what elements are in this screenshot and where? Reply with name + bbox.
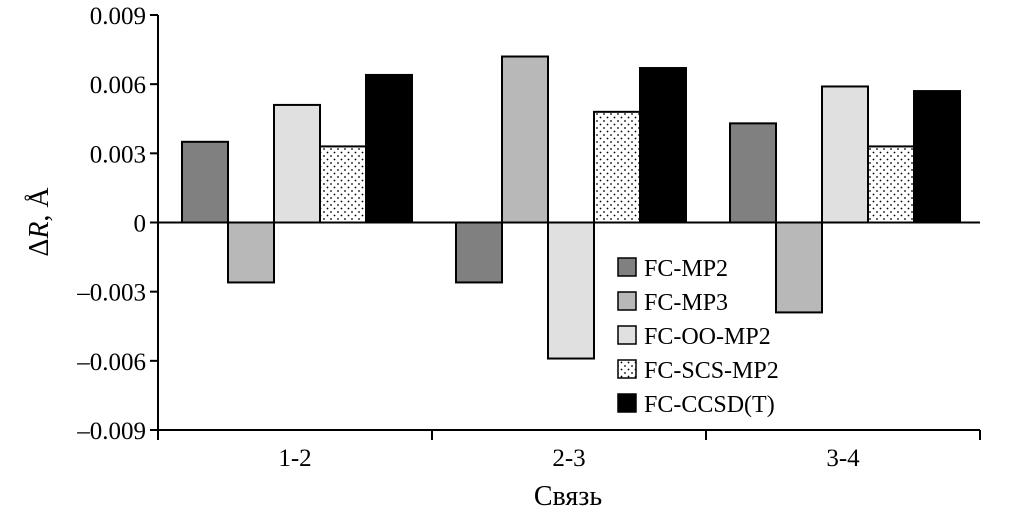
y-tick-label: 0 bbox=[134, 211, 147, 238]
bar-fc-mp3-2-3 bbox=[501, 55, 549, 224]
bar-fc-oo-mp2-1-2 bbox=[273, 103, 321, 224]
bar-fc-scs-mp2-3-4 bbox=[867, 145, 915, 224]
legend-swatch bbox=[617, 359, 637, 379]
x-axis-title: Связь bbox=[534, 481, 602, 512]
bar-fc-mp3-3-4 bbox=[775, 221, 823, 314]
x-tick-label-2-3: 2-3 bbox=[552, 445, 585, 472]
y-axis-title-variable: R bbox=[24, 222, 55, 240]
bar-fc-mp2-1-2 bbox=[181, 140, 229, 224]
legend-swatch bbox=[617, 257, 637, 277]
legend-label: FC-CCSD(T) bbox=[644, 392, 775, 418]
bar-fc-mp2-2-3 bbox=[455, 221, 503, 284]
y-tick-label: 0.009 bbox=[90, 3, 146, 30]
bar-fc-mp2-3-4 bbox=[729, 122, 777, 224]
legend-label: FC-SCS-MP2 bbox=[644, 358, 779, 384]
bar-fc-ccsd-t-1-2 bbox=[365, 73, 413, 224]
legend-label: FC-OO-MP2 bbox=[644, 324, 771, 350]
y-tick-label: –0.006 bbox=[76, 349, 146, 376]
bar-fc-ccsd-t-2-3 bbox=[639, 67, 687, 224]
y-tick-label: –0.009 bbox=[76, 418, 146, 445]
legend-label: FC-MP3 bbox=[644, 290, 728, 316]
y-tick-label: 0.006 bbox=[90, 72, 146, 99]
bar-fc-scs-mp2-2-3 bbox=[593, 110, 641, 224]
legend-swatch bbox=[617, 393, 637, 413]
x-tick-label-1-2: 1-2 bbox=[278, 445, 311, 472]
legend-swatch bbox=[617, 325, 637, 345]
bar-fc-oo-mp2-3-4 bbox=[821, 85, 869, 224]
y-tick-label: –0.003 bbox=[76, 280, 146, 307]
tick-labels-group: 0.009 0.006 0.003 0 –0.003 –0.006 –0.009 1-2 2-3… bbox=[76, 3, 860, 472]
legend-swatch bbox=[617, 291, 637, 311]
x-tick-label-3-4: 3-4 bbox=[826, 445, 860, 472]
y-tick-label: 0.003 bbox=[90, 141, 146, 168]
legend: FC-MP2 FC-MP3 FC-OO-MP2 FC-SCS-MP2 FC-CCSD(T… bbox=[617, 256, 779, 418]
y-axis-title-unit: , Å bbox=[24, 187, 55, 222]
bar-fc-ccsd-t-3-4 bbox=[913, 90, 961, 224]
bars-group bbox=[181, 55, 961, 360]
y-axis-title: ΔR, Å bbox=[24, 187, 55, 257]
bar-fc-mp3-1-2 bbox=[227, 221, 275, 284]
y-axis-title-symbol: Δ bbox=[24, 239, 55, 257]
axes-group bbox=[150, 14, 981, 440]
bar-fc-oo-mp2-2-3 bbox=[547, 221, 595, 360]
legend-label: FC-MP2 bbox=[644, 256, 728, 282]
bar-fc-scs-mp2-1-2 bbox=[319, 145, 367, 224]
